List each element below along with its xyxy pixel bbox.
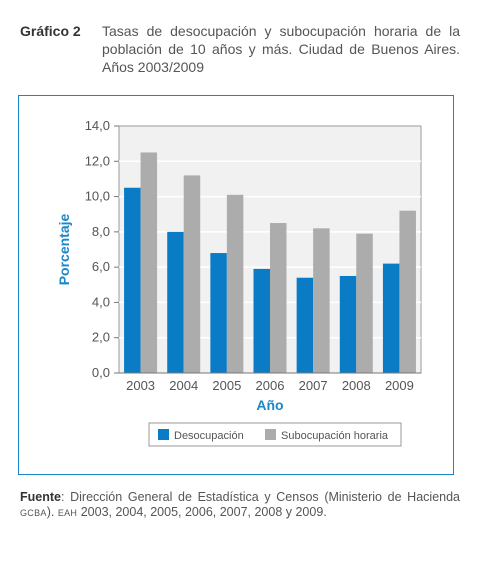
bar-desocupacion [253, 268, 270, 373]
bar-desocupacion [296, 277, 314, 373]
source-abbrev-eah: EAH [57, 508, 78, 518]
x-tick-label: 2009 [385, 378, 414, 393]
bar-desocupacion [382, 263, 400, 373]
y-tick-label: 2,0 [92, 330, 110, 345]
y-tick-label: 8,0 [92, 224, 110, 239]
source-abbrev-gcba: GCBA [20, 508, 47, 518]
x-tick-label: 2007 [299, 378, 328, 393]
bar-subocupacion [226, 194, 244, 373]
bar-subocupacion [399, 210, 416, 373]
bar-subocupacion [356, 233, 373, 373]
bar-subocupacion [140, 152, 158, 373]
chart-frame: 0,0 2,0 4,0 6,0 8,0 10,0 12,0 14,0 2003 2004 2005 2… [18, 95, 454, 475]
bar-subocupacion [313, 228, 330, 373]
legend-label-desocupacion: Desocupación [174, 430, 244, 442]
y-tick-label: 12,0 [85, 153, 110, 168]
source-note: Fuente: Dirección General de Estadística… [20, 490, 460, 521]
y-axis-title: Porcentaje [56, 213, 72, 285]
y-tick-label: 4,0 [92, 294, 110, 309]
bar-subocupacion [270, 223, 287, 373]
x-tick-label: 2008 [342, 378, 371, 393]
figure-title: Tasas de desocupación y subocupación hor… [102, 23, 460, 75]
bar-desocupacion [339, 275, 357, 373]
bar-subocupacion [183, 175, 201, 373]
source-text-2: ). [46, 505, 58, 519]
x-tick-label: 2003 [126, 378, 155, 393]
x-tick-label: 2005 [212, 378, 241, 393]
source-label: Fuente [20, 490, 61, 504]
legend-label-subocupacion: Subocupación horaria [281, 430, 389, 442]
bar-chart: 0,0 2,0 4,0 6,0 8,0 10,0 12,0 14,0 2003 2004 2005 2… [56, 118, 422, 447]
y-tick-label: 6,0 [92, 259, 110, 274]
x-tick-label: 2004 [169, 378, 198, 393]
bar-desocupacion [167, 231, 184, 373]
source-text-1: : Dirección General de Estadística y Cen… [60, 490, 460, 504]
y-tick-label: 14,0 [85, 118, 110, 133]
legend-swatch-desocupacion [158, 429, 169, 440]
y-tick-label: 0,0 [92, 365, 110, 380]
bar-desocupacion [210, 253, 227, 373]
figure-label: Gráfico 2 [20, 23, 81, 39]
y-tick-label: 10,0 [85, 189, 110, 204]
source-text-3: 2003, 2004, 2005, 2006, 2007, 2008 y 200… [77, 505, 327, 519]
x-tick-label: 2006 [256, 378, 285, 393]
bar-desocupacion [124, 187, 141, 373]
legend-swatch-subocupacion [265, 429, 276, 440]
x-axis-title: Año [256, 397, 283, 413]
